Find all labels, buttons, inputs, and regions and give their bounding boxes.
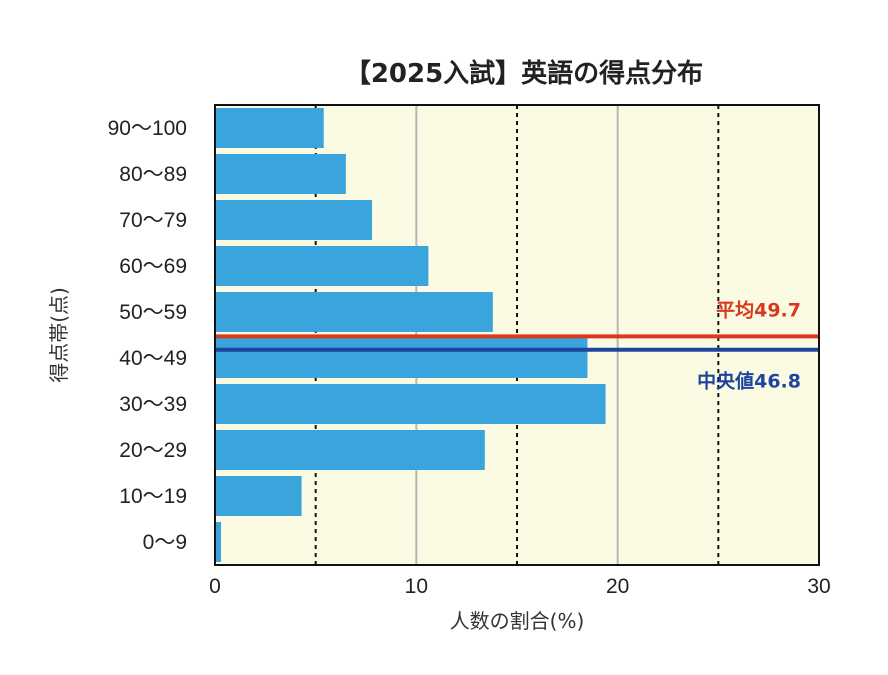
reference-lines: 平均49.7 中央値46.8	[215, 298, 819, 393]
plot-frame	[214, 104, 820, 566]
x-tick-label: 10	[405, 575, 428, 598]
x-axis-label: 人数の割合(%)	[450, 609, 585, 633]
y-tick-label: 70〜79	[119, 209, 187, 232]
bar	[215, 154, 346, 194]
bar	[215, 430, 485, 470]
x-tick-label: 0	[209, 575, 221, 598]
bar	[215, 522, 222, 562]
y-tick-label: 10〜19	[119, 485, 187, 508]
bar	[215, 200, 373, 240]
y-tick-label: 40〜49	[119, 347, 187, 370]
y-tick-label: 50〜59	[119, 301, 187, 324]
chart-title: 【2025入試】英語の得点分布	[345, 58, 703, 89]
y-tick-label: 30〜39	[119, 393, 187, 416]
bars	[215, 108, 606, 562]
y-tick-label: 60〜69	[119, 255, 187, 278]
bar	[215, 108, 324, 148]
y-tick-label: 0〜9	[143, 531, 187, 554]
bar	[215, 384, 606, 424]
x-tick-label: 20	[606, 575, 629, 598]
y-tick-label: 80〜89	[119, 163, 187, 186]
bar	[215, 338, 588, 378]
reference-line-label: 中央値46.8	[697, 370, 801, 393]
bar	[215, 476, 302, 516]
y-tick-label: 20〜29	[119, 439, 187, 462]
bar	[215, 292, 493, 332]
y-tick-labels: 90〜100 80〜89 70〜79 60〜69 50〜59 40〜49 30〜39 20〜2…	[108, 117, 187, 554]
y-axis-label: 得点帯(点)	[47, 287, 71, 383]
bar	[215, 246, 429, 286]
reference-line-label: 平均49.7	[716, 298, 801, 321]
x-tick-labels: 0 10 20 30	[209, 575, 831, 598]
x-tick-label: 30	[807, 575, 830, 598]
y-tick-label: 90〜100	[108, 117, 187, 140]
